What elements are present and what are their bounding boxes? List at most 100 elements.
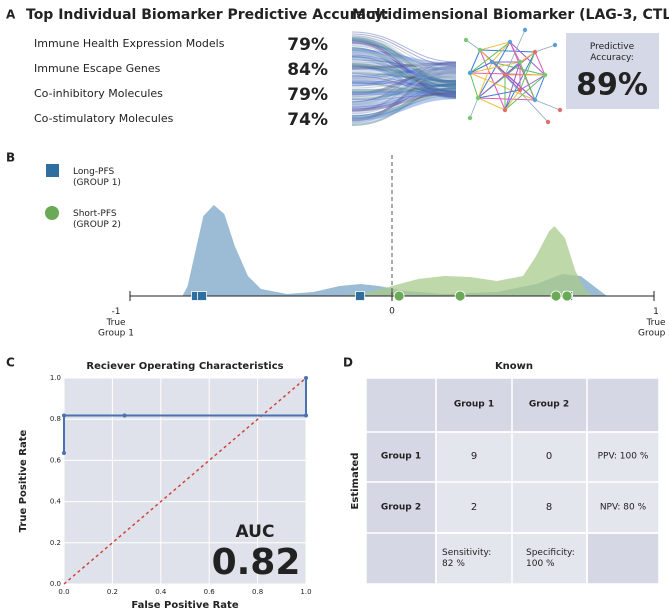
edge (477, 74, 506, 99)
edge (504, 61, 521, 111)
edge (491, 41, 511, 63)
panel-label: C (6, 356, 15, 370)
flow (351, 69, 457, 81)
flow (351, 61, 457, 86)
point (197, 291, 207, 301)
node (557, 107, 563, 113)
flow (351, 40, 457, 98)
edge (479, 41, 511, 51)
edge (477, 41, 511, 99)
flow (351, 91, 457, 119)
flow-graphic (351, 31, 457, 126)
node (532, 97, 538, 103)
flow (351, 69, 457, 98)
roc-point (304, 413, 308, 418)
flow (351, 63, 457, 89)
edge (469, 41, 511, 74)
y-tick-label: 0.2 (50, 539, 61, 547)
flow (351, 69, 457, 105)
sensitivity: Sensitivity: 82 % (442, 548, 491, 569)
point (454, 290, 466, 302)
flow (351, 72, 457, 87)
edge (469, 97, 479, 119)
row-header: Estimated (350, 453, 361, 510)
column-name: Group 1 (454, 400, 494, 410)
accuracy-box (566, 33, 659, 109)
edge (469, 72, 536, 101)
flow (351, 61, 457, 74)
flow (351, 73, 457, 107)
edge (491, 61, 536, 101)
npv: NPV: 80 % (600, 503, 647, 513)
edge (491, 61, 546, 76)
edge (534, 44, 556, 53)
density-area (339, 226, 594, 296)
x-tick-label: 1.0 (300, 588, 311, 596)
column-name: Group 2 (529, 400, 569, 410)
flow (351, 95, 457, 121)
row-name: Group 2 (381, 503, 421, 513)
node (463, 37, 469, 43)
flow (351, 37, 457, 85)
row-label: Immune Escape Genes (34, 62, 161, 75)
flow (351, 52, 457, 80)
point (550, 290, 562, 302)
flow (351, 69, 457, 122)
box-value: 89% (576, 68, 648, 103)
flow (351, 45, 457, 85)
x-tick-label: 0.4 (155, 588, 167, 596)
accuracy: 79% (287, 85, 328, 105)
flow (351, 72, 457, 82)
flow (351, 83, 457, 108)
roc-point (62, 450, 66, 455)
reference-line (63, 377, 307, 585)
y-tick-label: 0.6 (50, 456, 62, 464)
flow (351, 47, 457, 100)
flow (351, 79, 457, 115)
edge (534, 74, 546, 101)
flow (351, 79, 457, 98)
edge (534, 99, 561, 111)
y-axis-label: True Positive Rate (18, 429, 29, 532)
edge (469, 72, 479, 99)
flow (351, 87, 457, 126)
flow (351, 80, 457, 87)
node (502, 107, 508, 113)
flow (351, 35, 457, 70)
node (542, 72, 548, 78)
ppv: PPV: 100 % (598, 452, 649, 462)
flow (351, 91, 457, 112)
node (477, 47, 483, 53)
legend-label: Long-PFS (GROUP 1) (73, 167, 121, 188)
flow (351, 47, 457, 88)
point (561, 290, 573, 302)
edge (477, 97, 506, 111)
column-header: Known (495, 361, 533, 372)
node (517, 59, 523, 65)
cell: 8 (546, 502, 552, 513)
edge (519, 61, 536, 101)
edge (469, 61, 493, 74)
box-label: Predictive Accuracy: (590, 42, 635, 63)
legend-marker (46, 164, 59, 177)
legend-marker (45, 206, 59, 220)
network-graphic (463, 27, 563, 125)
y-tick-label: 0.0 (50, 580, 61, 588)
panel-title: Top Individual Biomarker Predictive Accu… (26, 7, 389, 23)
flow (351, 51, 457, 71)
edge (469, 61, 521, 74)
flow (351, 61, 457, 103)
flow (351, 66, 457, 79)
x-tick-label: 0.8 (252, 588, 263, 596)
cell: 2 (471, 502, 477, 513)
flow (351, 31, 457, 63)
flow (351, 87, 457, 110)
flow (351, 73, 457, 124)
flow (351, 54, 457, 84)
roc-chart: 0.0 0.2 0.4 0.6 0.8 1.0 0.0 0.2 0.4 0.6 0.8 1.0 AUC0… (50, 374, 312, 596)
flow (351, 82, 457, 97)
flow (351, 75, 457, 89)
flow (351, 56, 457, 93)
accuracy: 79% (287, 35, 328, 55)
